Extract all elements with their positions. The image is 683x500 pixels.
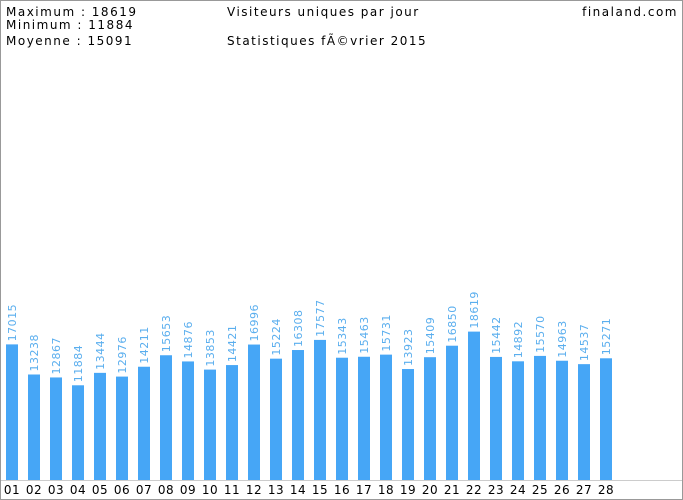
bar — [94, 372, 106, 480]
bar — [490, 356, 502, 480]
bar — [204, 369, 216, 480]
bar — [248, 344, 260, 480]
x-tick-label: 27 — [576, 483, 592, 497]
bar — [336, 357, 348, 480]
value-label: 13923 — [402, 329, 415, 367]
bar — [314, 339, 326, 480]
bar — [292, 350, 304, 480]
x-tick-label: 11 — [224, 483, 240, 497]
value-label: 17577 — [314, 299, 327, 337]
value-label: 16850 — [446, 305, 459, 343]
x-tick-label: 22 — [466, 483, 482, 497]
bar — [72, 385, 84, 480]
bar — [578, 364, 590, 480]
value-label: 18619 — [468, 291, 481, 329]
x-tick-label: 01 — [4, 483, 20, 497]
value-label: 15570 — [534, 315, 547, 353]
value-label: 15271 — [600, 318, 613, 356]
x-tick-label: 06 — [114, 483, 130, 497]
x-tick-label: 04 — [70, 483, 86, 497]
value-label: 14421 — [226, 325, 239, 363]
x-tick-label: 14 — [290, 483, 306, 497]
site-name: finaland.com — [582, 5, 678, 19]
value-label: 15653 — [160, 315, 173, 353]
value-label: 13444 — [94, 332, 107, 370]
bar — [28, 374, 40, 480]
value-label: 15731 — [380, 314, 393, 352]
x-tick-label: 28 — [598, 483, 614, 497]
x-tick-label: 19 — [400, 483, 416, 497]
value-label: 13238 — [28, 334, 41, 372]
value-label: 15343 — [336, 317, 349, 355]
x-tick-label: 15 — [312, 483, 328, 497]
value-label: 17015 — [6, 304, 19, 342]
x-tick-label: 08 — [158, 483, 174, 497]
x-tick-label: 02 — [26, 483, 42, 497]
value-label: 14876 — [182, 321, 195, 359]
x-tick-label: 10 — [202, 483, 218, 497]
value-label: 14892 — [512, 321, 525, 359]
value-label: 14537 — [578, 324, 591, 362]
x-tick-label: 18 — [378, 483, 394, 497]
bar — [358, 356, 370, 480]
x-tick-label: 05 — [92, 483, 108, 497]
bar — [446, 345, 458, 480]
x-tick-label: 24 — [510, 483, 526, 497]
bar — [182, 361, 194, 480]
bar — [600, 358, 612, 480]
x-tick-label: 12 — [246, 483, 262, 497]
stat-mean: Moyenne : 15091 — [6, 34, 133, 48]
value-label: 15409 — [424, 317, 437, 355]
value-label: 14963 — [556, 320, 569, 358]
bar — [534, 355, 546, 480]
bar — [468, 331, 480, 480]
value-label: 14211 — [138, 326, 151, 364]
value-label: 12976 — [116, 336, 129, 374]
x-tick-label: 21 — [444, 483, 460, 497]
value-label: 11884 — [72, 345, 85, 383]
x-tick-label: 13 — [268, 483, 284, 497]
x-tick-label: 09 — [180, 483, 196, 497]
bar — [160, 355, 172, 480]
x-tick-label: 25 — [532, 483, 548, 497]
value-label: 15442 — [490, 316, 503, 354]
bar — [424, 357, 436, 480]
bar — [50, 377, 62, 480]
value-label: 12867 — [50, 337, 63, 375]
stat-min: Minimum : 11884 — [6, 18, 134, 32]
bar — [402, 369, 414, 480]
bar — [270, 358, 282, 480]
bar — [512, 361, 524, 480]
x-tick-label: 20 — [422, 483, 438, 497]
x-tick-label: 23 — [488, 483, 504, 497]
x-tick-label: 03 — [48, 483, 64, 497]
value-label: 15224 — [270, 318, 283, 356]
value-label: 16996 — [248, 304, 261, 342]
chart-subtitle: Statistiques fÃ©vrier 2015 — [227, 33, 427, 48]
stat-max: Maximum : 18619 — [6, 5, 137, 19]
x-tick-label: 17 — [356, 483, 372, 497]
bar — [556, 360, 568, 480]
bar — [226, 365, 238, 480]
bar — [116, 376, 128, 480]
bar — [6, 344, 18, 480]
x-tick-label: 07 — [136, 483, 152, 497]
x-tick-label: 16 — [334, 483, 350, 497]
value-label: 16308 — [292, 310, 305, 348]
value-label: 13853 — [204, 329, 217, 367]
bar — [380, 354, 392, 480]
x-tick-label: 26 — [554, 483, 570, 497]
chart-title: Visiteurs uniques par jour — [227, 5, 420, 19]
value-label: 15463 — [358, 316, 371, 354]
bar — [138, 366, 150, 480]
